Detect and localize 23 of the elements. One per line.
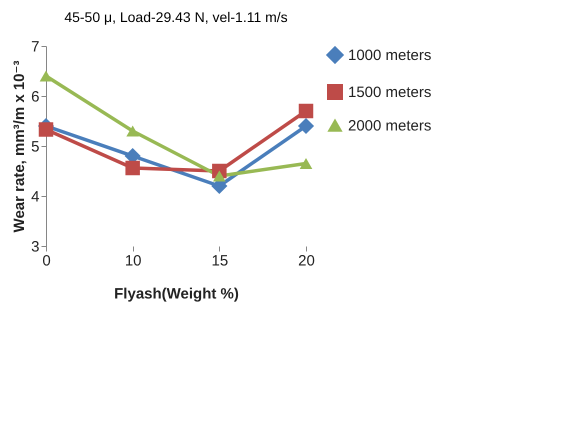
y-tick-label: 5 [31,138,40,156]
y-tick-label: 7 [31,38,40,56]
point [38,122,54,137]
y-tick-label: 6 [31,88,40,106]
point [126,126,139,136]
legend-label: 1500 meters [348,84,432,101]
y-tick-label: 3 [31,238,40,256]
y-tick-label: 4 [31,188,40,206]
x-tick-label: 10 [124,252,142,270]
legend-label: 1000 meters [348,47,432,64]
x-tick-label: 15 [211,252,228,270]
x-axis-title: Flyash(Weight %) [114,286,239,302]
x-tick-label: 20 [298,252,315,270]
point [40,70,52,82]
chart-title: 45-50 μ, Load-29.43 N, vel-1.11 m/s [64,9,288,25]
point [125,160,140,176]
point [300,158,312,169]
y-axis-title: Wear rate, mm³/m x 10⁻³ [11,60,28,232]
point [298,104,314,118]
point [213,170,226,182]
legend-label: 2000 meters [348,118,432,134]
x-tick-label: 0 [42,252,51,270]
point [298,118,314,134]
